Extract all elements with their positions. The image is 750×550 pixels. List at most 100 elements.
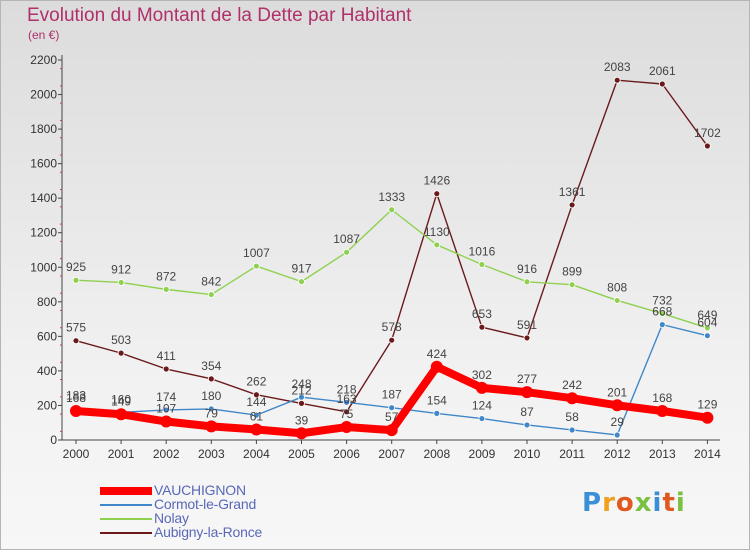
- x-tick-label: 2006: [333, 447, 360, 461]
- data-label: 1333: [378, 190, 405, 204]
- data-point: [252, 262, 260, 270]
- data-label: 732: [652, 294, 672, 308]
- data-point: [430, 360, 443, 373]
- logo-letter: i: [675, 488, 686, 518]
- data-label: 160: [111, 392, 131, 406]
- data-point: [252, 411, 260, 419]
- logo-letter: x: [634, 488, 653, 518]
- x-tick-label: 2005: [288, 447, 315, 461]
- y-tick-label: 1000: [30, 260, 57, 274]
- data-label: 262: [246, 375, 266, 389]
- data-point: [568, 426, 576, 434]
- y-tick-label: 0: [50, 433, 57, 447]
- data-label: 424: [427, 347, 447, 361]
- data-label: 277: [517, 372, 537, 386]
- y-tick-label: 2200: [30, 53, 57, 67]
- data-point: [704, 332, 711, 340]
- logo-letter: r: [602, 488, 616, 518]
- data-point: [523, 334, 531, 342]
- data-point: [388, 404, 396, 412]
- data-point: [613, 297, 621, 304]
- x-tick-label: 2000: [63, 447, 90, 461]
- data-label: 124: [472, 399, 492, 413]
- data-point: [298, 399, 305, 407]
- data-point: [343, 248, 351, 256]
- data-point: [478, 261, 486, 268]
- data-label: 242: [562, 378, 582, 392]
- data-point: [117, 279, 125, 286]
- data-label: 29: [611, 415, 625, 429]
- y-tick-label: 400: [37, 364, 57, 378]
- x-tick-label: 2004: [243, 447, 270, 461]
- data-point: [343, 398, 351, 406]
- data-point: [523, 278, 531, 286]
- data-label: 248: [291, 377, 311, 391]
- data-label: 75: [340, 407, 354, 421]
- data-label: 168: [652, 391, 672, 405]
- logo-letter: o: [615, 488, 635, 518]
- data-point: [656, 404, 669, 417]
- data-label: 1087: [333, 232, 360, 246]
- chart-unit: (en €): [28, 28, 60, 42]
- data-label: 1016: [469, 245, 496, 259]
- data-label: 87: [520, 405, 534, 419]
- data-label: 79: [205, 406, 219, 420]
- data-label: 1426: [423, 174, 450, 188]
- data-point: [611, 399, 624, 412]
- data-label: 61: [250, 409, 264, 423]
- data-point: [613, 76, 621, 84]
- y-tick-label: 200: [37, 398, 57, 412]
- data-label: 575: [66, 321, 86, 335]
- data-label: 2083: [604, 60, 631, 74]
- data-label: 899: [562, 265, 582, 279]
- legend-label: Aubigny-la-Ronce: [154, 524, 263, 540]
- data-label: 653: [472, 307, 492, 321]
- data-point: [340, 421, 353, 434]
- data-point: [298, 393, 305, 401]
- x-tick-label: 2011: [559, 447, 585, 461]
- data-label: 149: [111, 394, 131, 408]
- y-tick-label: 1200: [30, 226, 57, 240]
- data-point: [478, 415, 486, 422]
- data-label: 201: [607, 385, 627, 399]
- data-label: 163: [337, 392, 357, 406]
- data-label: 302: [472, 368, 492, 382]
- data-point: [250, 423, 263, 436]
- data-label: 649: [697, 308, 717, 322]
- data-label: 1007: [243, 246, 270, 260]
- data-point: [658, 310, 666, 317]
- x-tick-label: 2013: [649, 447, 676, 461]
- data-label: 2061: [649, 64, 676, 78]
- y-tick-label: 1800: [30, 122, 57, 136]
- data-point: [295, 427, 308, 440]
- data-point: [433, 190, 441, 198]
- data-label: 144: [246, 395, 266, 409]
- x-tick-label: 2012: [604, 447, 631, 461]
- data-label: 1130: [424, 225, 450, 239]
- data-label: 912: [111, 262, 131, 276]
- series-cormot-le-grand: [72, 321, 711, 439]
- series-vauchignon: [70, 360, 714, 440]
- data-label: 1361: [559, 185, 586, 199]
- x-tick-label: 2007: [378, 447, 405, 461]
- data-point: [343, 408, 351, 416]
- y-tick-label: 1600: [30, 157, 57, 171]
- labels-vauchignon: 168 149 107 79 61 39 75 57 424 302 277 242 201 168 129: [66, 347, 718, 428]
- series-nolay: [72, 206, 711, 332]
- data-point: [433, 409, 441, 417]
- data-point: [252, 391, 260, 399]
- data-point: [162, 285, 170, 293]
- labels-cormot-le-grand: 183 160 174 180 144 248 218 187 154 124 87 58 29 668 6…: [66, 305, 718, 429]
- legend-label: VAUCHIGNON: [154, 482, 246, 498]
- data-label: 39: [295, 413, 309, 427]
- data-point: [433, 241, 441, 249]
- data-label: 154: [427, 393, 447, 407]
- legend-swatch: [100, 532, 152, 534]
- x-tick-label: 2009: [469, 447, 496, 461]
- data-point: [566, 392, 579, 405]
- data-point: [162, 365, 170, 373]
- data-label: 354: [201, 359, 221, 373]
- labels-aubigny-la-ronce: 575 503 411 354 262 212 163 578 1426 653 591 1361 20…: [66, 60, 721, 406]
- data-point: [704, 142, 711, 150]
- data-point: [523, 421, 531, 429]
